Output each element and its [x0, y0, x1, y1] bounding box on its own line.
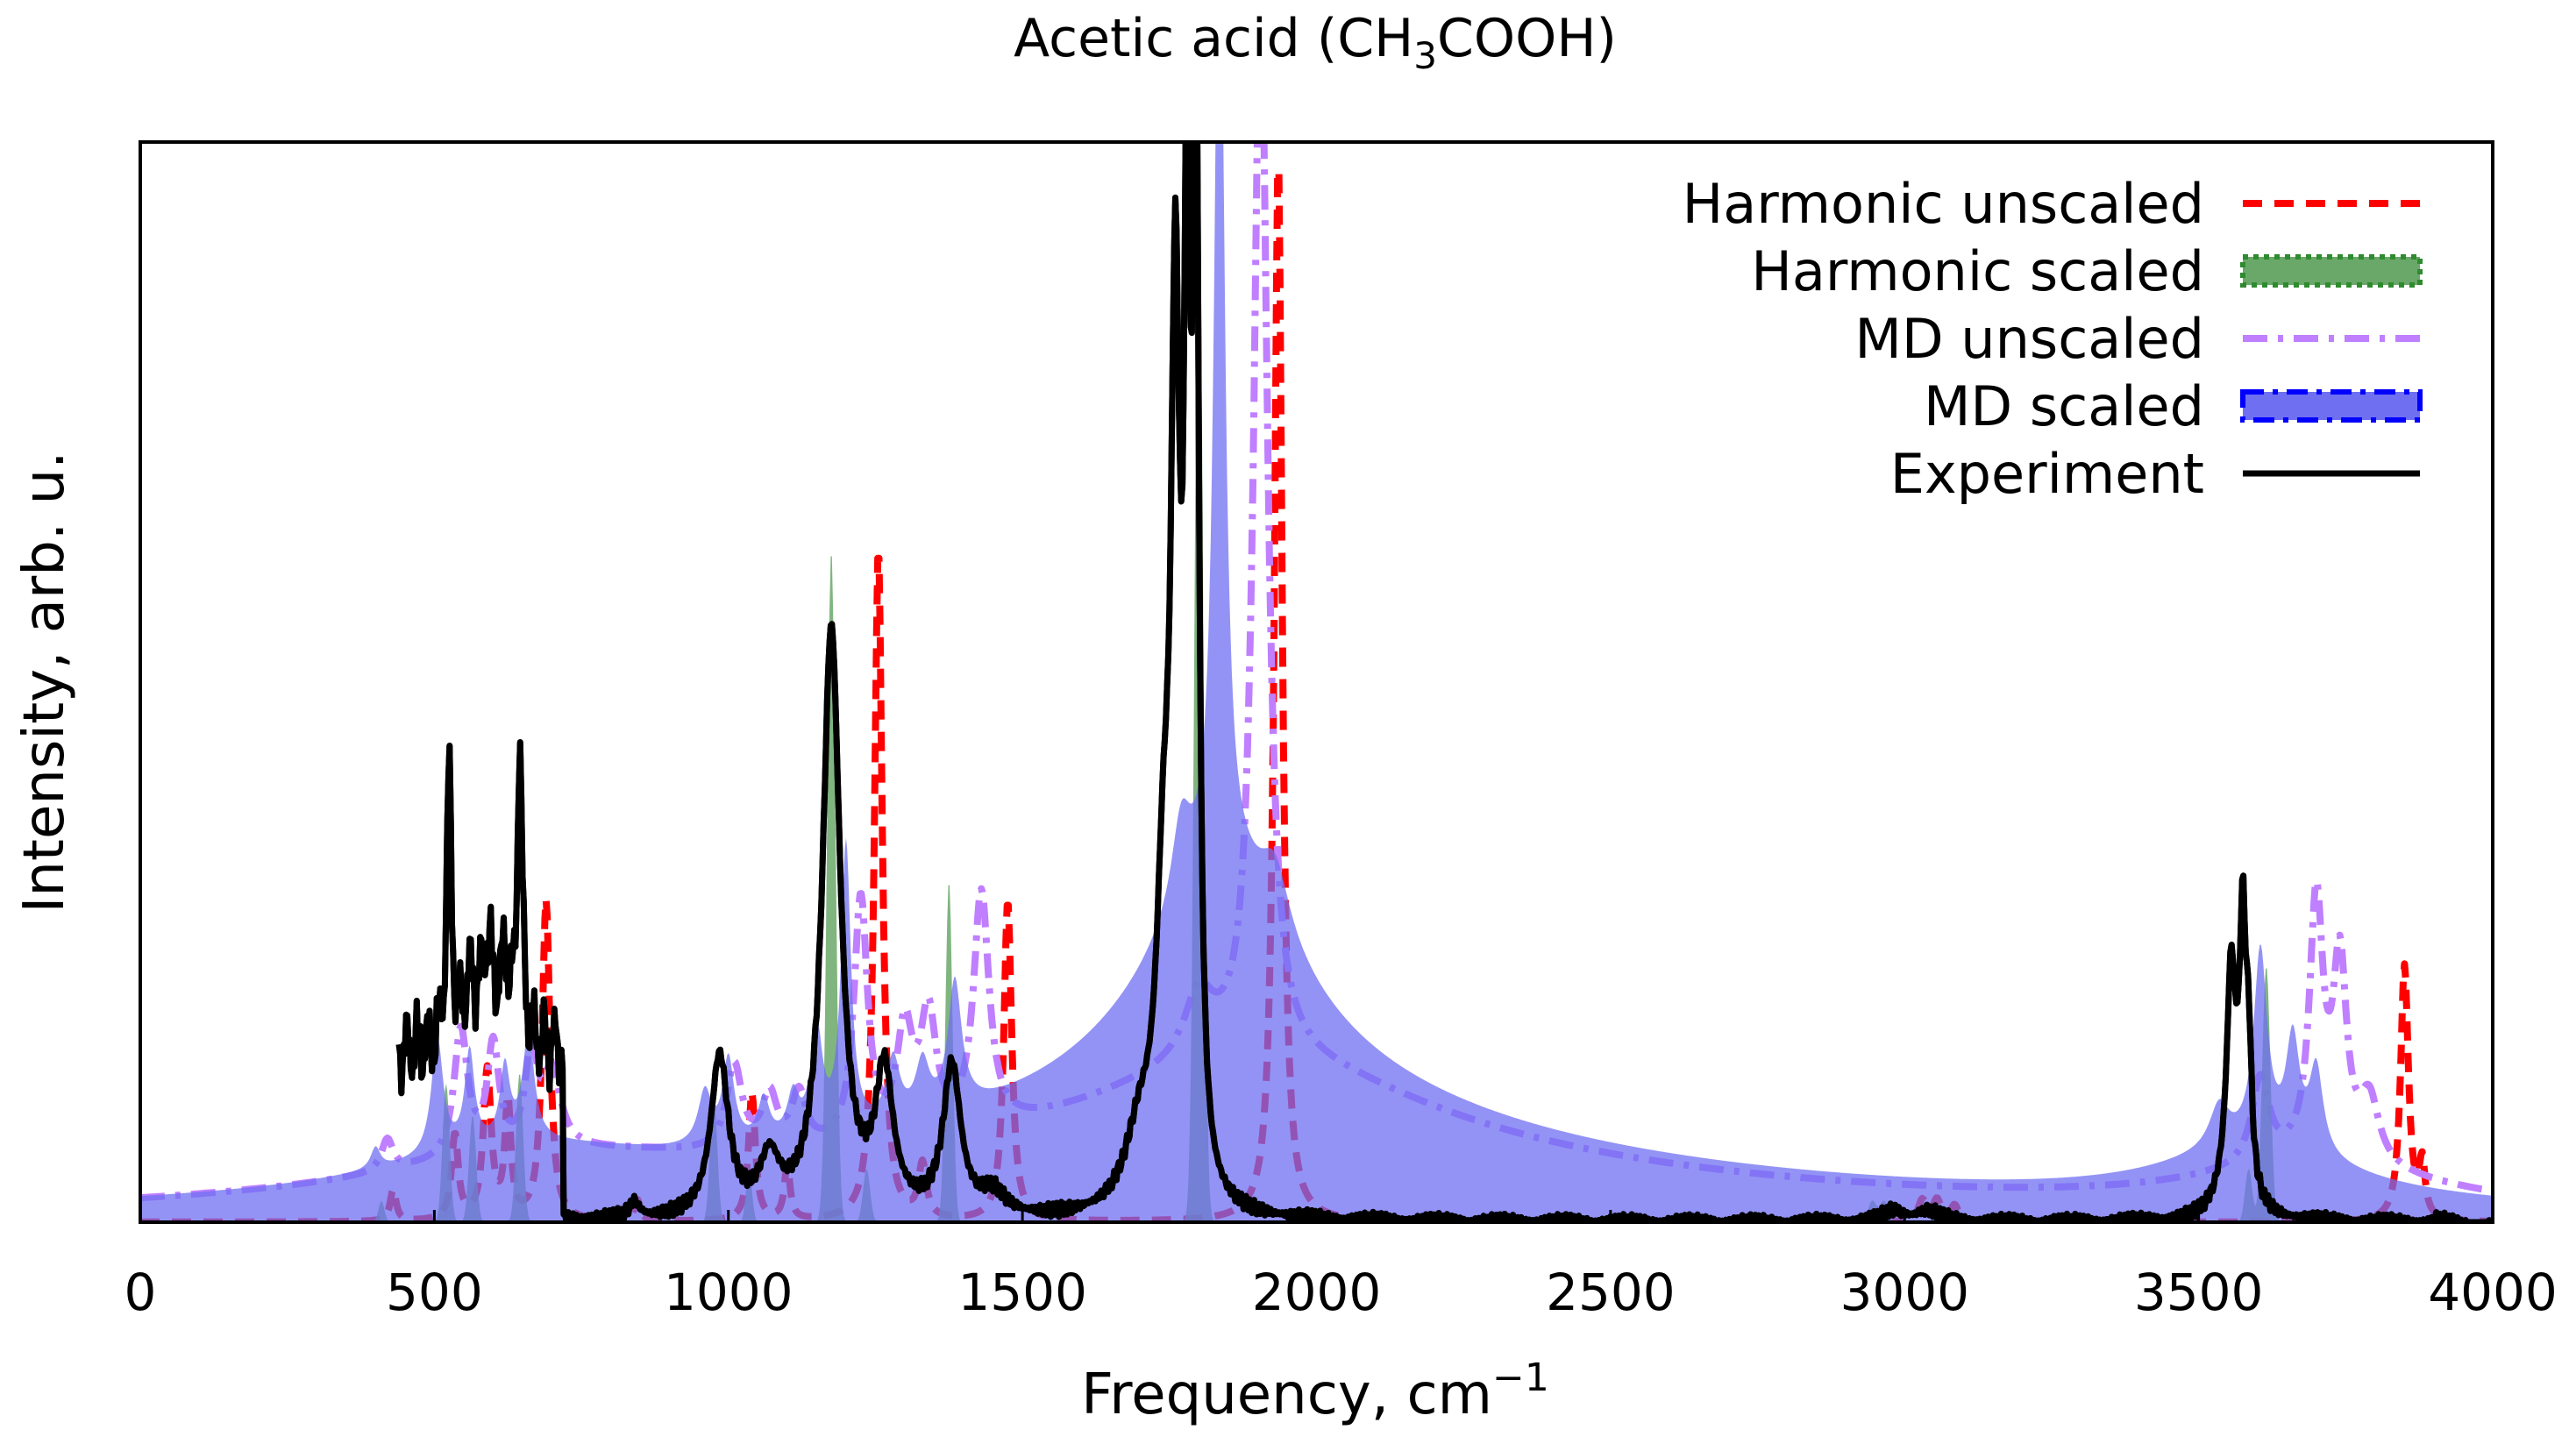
x-axis-label-main: Frequency, cm	[1081, 1362, 1492, 1427]
legend-swatch	[2240, 389, 2423, 423]
x-tick-label: 3000	[1839, 1263, 1969, 1322]
chart-title-subscript: 3	[1413, 34, 1437, 77]
x-tick-label: 4000	[2428, 1263, 2558, 1322]
x-tick-label: 0	[125, 1263, 157, 1322]
legend-label: Harmonic unscaled	[1683, 172, 2204, 236]
legend-label: MD scaled	[1924, 374, 2204, 438]
chart-title: Acetic acid (CH3COOH)	[1014, 8, 1617, 77]
x-tick-label: 2500	[1546, 1263, 1676, 1322]
y-axis-label: Intensity, arb. u.	[12, 452, 77, 914]
x-tick-label: 500	[386, 1263, 483, 1322]
legend-label: MD unscaled	[1854, 307, 2204, 371]
x-tick-label: 3500	[2134, 1263, 2264, 1322]
x-axis-label-superscript: −1	[1492, 1355, 1549, 1400]
x-tick-label: 2000	[1252, 1263, 1382, 1322]
series-line-experiment-top	[395, 142, 2493, 1222]
series-area-md-scaled	[140, 142, 2493, 1222]
x-axis-label: Frequency, cm−1	[1081, 1355, 1549, 1427]
x-tick-label: 1000	[664, 1263, 793, 1322]
legend-swatch	[2240, 254, 2423, 288]
x-tick-label: 1500	[957, 1263, 1087, 1322]
legend-label: Harmonic scaled	[1751, 239, 2204, 303]
x-axis-ticks: 0 500 1000 1500 2000 2500 3000 3500 4000	[125, 1210, 2558, 1322]
chart-title-main: Acetic acid (CH	[1014, 8, 1413, 69]
chart-title-rest: COOH)	[1437, 8, 1617, 69]
legend-label: Experiment	[1890, 442, 2204, 506]
